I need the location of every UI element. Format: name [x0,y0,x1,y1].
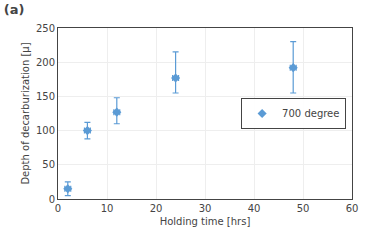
svg-text:200: 200 [36,57,55,68]
svg-text:700 degree: 700 degree [282,108,339,119]
svg-text:150: 150 [36,91,55,102]
svg-text:0: 0 [49,194,55,205]
svg-text:Depth of decarburization [μ]: Depth of decarburization [μ] [20,42,31,184]
svg-text:10: 10 [101,203,114,214]
svg-text:20: 20 [150,203,163,214]
svg-text:40: 40 [248,203,261,214]
svg-text:60: 60 [346,203,359,214]
svg-text:0: 0 [55,203,61,214]
svg-text:Holding time [hrs]: Holding time [hrs] [160,216,251,227]
svg-text:30: 30 [199,203,212,214]
svg-text:250: 250 [36,23,55,34]
svg-text:100: 100 [36,125,55,136]
svg-text:50: 50 [42,159,55,170]
svg-text:50: 50 [297,203,310,214]
svg-text:(a): (a) [4,2,25,17]
